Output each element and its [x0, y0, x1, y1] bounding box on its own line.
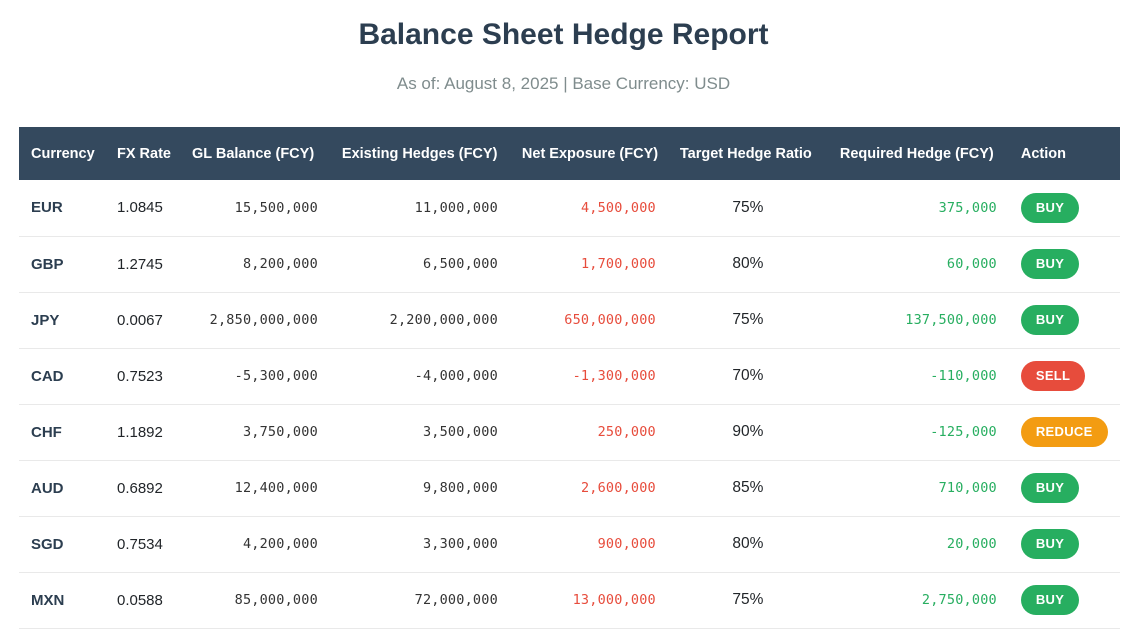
gl-balance-cell: 4,200,000 — [179, 516, 330, 573]
net-exposure-cell: 900,000 — [509, 516, 668, 573]
page-title: Balance Sheet Hedge Report — [358, 18, 769, 51]
fx-rate-cell: 0.7534 — [104, 516, 180, 573]
action-cell: BUY — [1008, 180, 1120, 237]
action-button[interactable]: BUY — [1020, 192, 1080, 223]
fx-rate-cell: 0.6892 — [104, 460, 180, 517]
target-hedge-ratio-cell: 90% — [667, 404, 828, 461]
action-cell: BUY — [1008, 292, 1120, 349]
fx-rate-cell: 1.0845 — [104, 180, 180, 237]
existing-hedges-cell: 11,000,000 — [329, 180, 510, 237]
currency-cell: MXN — [19, 572, 105, 629]
table-row: CAD 0.7523 -5,300,000 -4,000,000 -1,300,… — [19, 348, 1120, 405]
required-hedge-cell: 60,000 — [827, 236, 1009, 293]
currency-cell: AUD — [19, 460, 105, 517]
action-button[interactable]: SELL — [1020, 361, 1086, 391]
column-header-gl-balance: GL Balance (FCY) — [179, 127, 330, 180]
action-button[interactable]: BUY — [1020, 249, 1080, 279]
required-hedge-cell: 2,750,000 — [827, 572, 1009, 629]
column-header-target-hedge-ratio: Target Hedge Ratio — [667, 127, 828, 180]
action-cell: REDUCE — [1008, 404, 1120, 461]
action-cell: SELL — [1008, 348, 1120, 405]
currency-cell: CAD — [19, 348, 105, 405]
gl-balance-cell: 2,850,000,000 — [179, 292, 330, 349]
net-exposure-cell: 4,500,000 — [509, 180, 668, 237]
target-hedge-ratio-cell: 75% — [667, 292, 828, 349]
gl-balance-cell: -5,300,000 — [179, 348, 330, 405]
column-header-currency: Currency — [19, 127, 105, 180]
table-header-row: Currency FX Rate GL Balance (FCY) Existi… — [19, 127, 1120, 180]
currency-cell: CHF — [19, 404, 105, 461]
column-header-existing-hedges: Existing Hedges (FCY) — [329, 127, 510, 180]
fx-rate-cell: 0.7523 — [104, 348, 180, 405]
target-hedge-ratio-cell: 80% — [667, 236, 828, 293]
required-hedge-cell: 137,500,000 — [827, 292, 1009, 349]
target-hedge-ratio-cell: 70% — [667, 348, 828, 405]
action-cell: BUY — [1008, 460, 1120, 517]
fx-rate-cell: 1.1892 — [104, 404, 180, 461]
existing-hedges-cell: -4,000,000 — [329, 348, 510, 405]
table-row: GBP 1.2745 8,200,000 6,500,000 1,700,000… — [19, 236, 1120, 293]
existing-hedges-cell: 6,500,000 — [329, 236, 510, 293]
action-button[interactable]: BUY — [1020, 305, 1080, 335]
required-hedge-cell: 20,000 — [827, 516, 1009, 573]
fx-rate-cell: 0.0588 — [104, 572, 180, 629]
target-hedge-ratio-cell: 80% — [667, 516, 828, 573]
table-body: EUR 1.0845 15,500,000 11,000,000 4,500,0… — [19, 180, 1120, 629]
action-cell: BUY — [1008, 572, 1120, 629]
table-row: EUR 1.0845 15,500,000 11,000,000 4,500,0… — [19, 180, 1120, 237]
target-hedge-ratio-cell: 85% — [667, 460, 828, 517]
action-button[interactable]: BUY — [1020, 529, 1080, 559]
table-row: JPY 0.0067 2,850,000,000 2,200,000,000 6… — [19, 292, 1120, 349]
column-header-fx-rate: FX Rate — [104, 127, 180, 180]
table-row: CHF 1.1892 3,750,000 3,500,000 250,000 9… — [19, 404, 1120, 461]
required-hedge-cell: -125,000 — [827, 404, 1009, 461]
currency-cell: EUR — [19, 180, 105, 237]
action-button[interactable]: BUY — [1020, 473, 1080, 503]
net-exposure-cell: 2,600,000 — [509, 460, 668, 517]
target-hedge-ratio-cell: 75% — [667, 180, 828, 237]
net-exposure-cell: 13,000,000 — [509, 572, 668, 629]
net-exposure-cell: -1,300,000 — [509, 348, 668, 405]
column-header-required-hedge: Required Hedge (FCY) — [827, 127, 1009, 180]
target-hedge-ratio-cell: 75% — [667, 572, 828, 629]
required-hedge-cell: 710,000 — [827, 460, 1009, 517]
gl-balance-cell: 15,500,000 — [179, 180, 330, 237]
table-row: AUD 0.6892 12,400,000 9,800,000 2,600,00… — [19, 460, 1120, 517]
gl-balance-cell: 85,000,000 — [179, 572, 330, 629]
column-header-net-exposure: Net Exposure (FCY) — [509, 127, 668, 180]
required-hedge-cell: -110,000 — [827, 348, 1009, 405]
action-button[interactable]: REDUCE — [1020, 417, 1108, 447]
currency-cell: SGD — [19, 516, 105, 573]
gl-balance-cell: 3,750,000 — [179, 404, 330, 461]
hedge-report-table-container: Currency FX Rate GL Balance (FCY) Existi… — [19, 127, 1120, 629]
table-row: MXN 0.0588 85,000,000 72,000,000 13,000,… — [19, 572, 1120, 629]
hedge-report-table: Currency FX Rate GL Balance (FCY) Existi… — [19, 127, 1120, 629]
currency-cell: GBP — [19, 236, 105, 293]
existing-hedges-cell: 72,000,000 — [329, 572, 510, 629]
net-exposure-cell: 650,000,000 — [509, 292, 668, 349]
report-subtitle: As of: August 8, 2025 | Base Currency: U… — [396, 74, 731, 93]
net-exposure-cell: 250,000 — [509, 404, 668, 461]
gl-balance-cell: 8,200,000 — [179, 236, 330, 293]
net-exposure-cell: 1,700,000 — [509, 236, 668, 293]
action-button[interactable]: BUY — [1020, 585, 1080, 615]
action-cell: BUY — [1008, 516, 1120, 573]
existing-hedges-cell: 3,500,000 — [329, 404, 510, 461]
required-hedge-cell: 375,000 — [827, 180, 1009, 237]
fx-rate-cell: 0.0067 — [104, 292, 180, 349]
existing-hedges-cell: 3,300,000 — [329, 516, 510, 573]
existing-hedges-cell: 2,200,000,000 — [329, 292, 510, 349]
action-cell: BUY — [1008, 236, 1120, 293]
column-header-action: Action — [1008, 127, 1120, 180]
gl-balance-cell: 12,400,000 — [179, 460, 330, 517]
table-row: SGD 0.7534 4,200,000 3,300,000 900,000 8… — [19, 516, 1120, 573]
report-header: Balance Sheet Hedge Report As of: August… — [0, 16, 1127, 94]
existing-hedges-cell: 9,800,000 — [329, 460, 510, 517]
currency-cell: JPY — [19, 292, 105, 349]
fx-rate-cell: 1.2745 — [104, 236, 180, 293]
